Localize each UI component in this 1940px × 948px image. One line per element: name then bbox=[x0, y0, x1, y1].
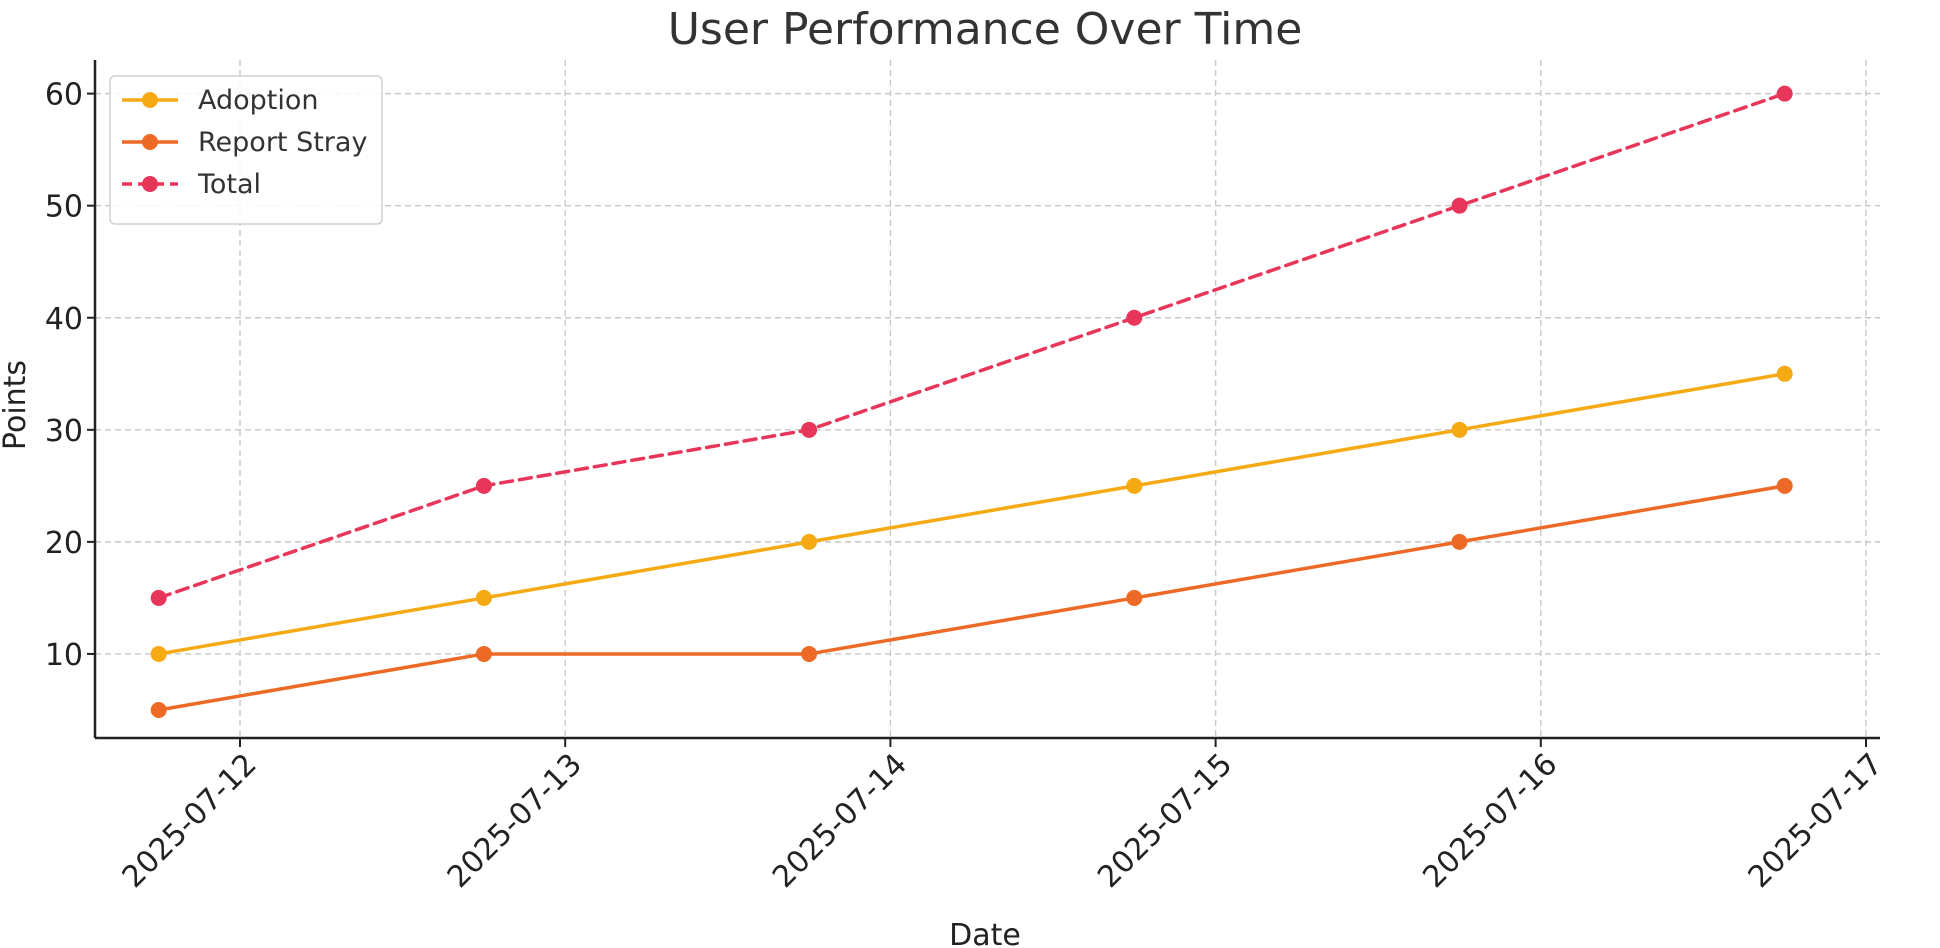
data-point-report-stray bbox=[475, 645, 492, 662]
legend: Adoption Report Stray Total bbox=[109, 75, 383, 225]
data-point-total bbox=[1126, 309, 1143, 326]
data-point-report-stray bbox=[1451, 533, 1468, 550]
series-line-adoption bbox=[156, 372, 1787, 656]
legend-marker-adoption bbox=[142, 92, 158, 108]
series-lines bbox=[150, 85, 1793, 718]
data-point-total bbox=[1451, 197, 1468, 214]
legend-label-total: Total bbox=[197, 169, 261, 200]
axes bbox=[87, 60, 1880, 747]
x-tick-label: 2025-07-15 bbox=[1091, 747, 1239, 895]
legend-label-adoption: Adoption bbox=[198, 85, 319, 116]
y-tick-label: 60 bbox=[45, 78, 83, 113]
x-tick-label: 2025-07-17 bbox=[1742, 747, 1890, 895]
legend-label-report-stray: Report Stray bbox=[198, 127, 367, 158]
grid bbox=[95, 60, 1880, 738]
data-point-adoption bbox=[150, 645, 167, 662]
y-tick-label: 30 bbox=[45, 414, 83, 449]
y-axis-label: Points bbox=[0, 360, 33, 450]
data-point-total bbox=[1776, 85, 1793, 102]
data-point-adoption bbox=[801, 533, 818, 550]
legend-marker-total bbox=[142, 176, 158, 192]
x-axis-label: Date bbox=[949, 918, 1021, 948]
data-point-adoption bbox=[1451, 421, 1468, 438]
data-point-adoption bbox=[1126, 477, 1143, 494]
x-tick-label: 2025-07-12 bbox=[116, 747, 264, 895]
data-point-total bbox=[150, 589, 167, 606]
x-tick-label: 2025-07-16 bbox=[1416, 747, 1564, 895]
series-line-total bbox=[156, 91, 1787, 600]
legend-box bbox=[109, 75, 383, 225]
data-point-report-stray bbox=[150, 701, 167, 718]
y-tick-label: 10 bbox=[45, 638, 83, 673]
data-point-report-stray bbox=[1776, 477, 1793, 494]
x-tick-label: 2025-07-14 bbox=[766, 747, 914, 895]
y-tick-label: 50 bbox=[45, 190, 83, 225]
data-point-adoption bbox=[1776, 365, 1793, 382]
chart-title: User Performance Over Time bbox=[668, 4, 1303, 55]
data-point-adoption bbox=[475, 589, 492, 606]
y-tick-label: 20 bbox=[45, 526, 83, 561]
y-tick-label: 40 bbox=[45, 302, 83, 337]
data-point-report-stray bbox=[801, 645, 818, 662]
series-line-report-stray bbox=[156, 484, 1787, 712]
legend-marker-report-stray bbox=[142, 134, 158, 150]
x-tick-label: 2025-07-13 bbox=[441, 747, 589, 895]
data-point-total bbox=[475, 477, 492, 494]
data-point-report-stray bbox=[1126, 589, 1143, 606]
data-point-total bbox=[801, 421, 818, 438]
